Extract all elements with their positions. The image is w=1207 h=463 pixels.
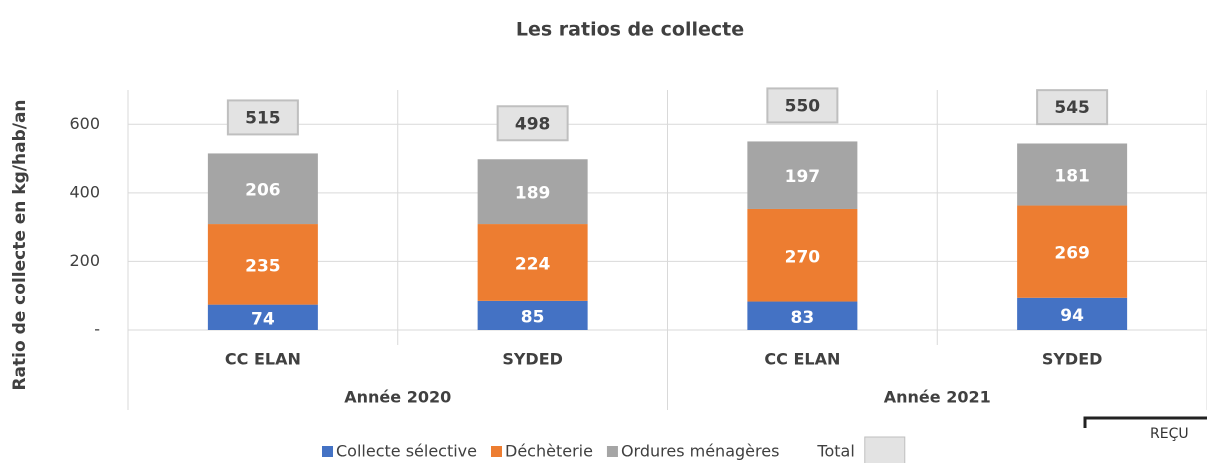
stamp: REÇU [1083, 416, 1207, 442]
data-label: 270 [785, 247, 821, 267]
data-label: 269 [1054, 244, 1090, 264]
legend-swatch [864, 436, 906, 463]
bar-segment [747, 141, 858, 209]
legend-label: Déchèterie [505, 442, 593, 461]
data-label: 74 [251, 309, 275, 329]
stamp-text: REÇU [1150, 426, 1189, 442]
data-label: 189 [515, 184, 551, 204]
x-tick-label: CC ELAN [225, 350, 301, 369]
bar-segment [477, 300, 588, 330]
data-label: 181 [1054, 167, 1090, 187]
total-callout [496, 105, 569, 142]
bar-segment [477, 224, 588, 301]
y-tick-label: 200 [69, 251, 100, 270]
data-label: 235 [245, 256, 281, 276]
x-tick-label: CC ELAN [764, 350, 840, 369]
group-label: Année 2021 [884, 388, 991, 407]
total-label: 515 [245, 108, 281, 128]
legend-swatch [322, 446, 333, 457]
x-tick-label: SYDED [502, 350, 563, 369]
bar-segment [477, 159, 588, 225]
stamp-frame [1083, 416, 1207, 428]
legend-label: Collecte sélective [336, 442, 477, 461]
bar-segment [1017, 143, 1128, 206]
data-label: 206 [245, 181, 281, 201]
bar-segment [747, 301, 858, 330]
y-axis-title: Ratio de collecte en kg/hab/an [10, 99, 30, 390]
total-callout [766, 87, 839, 124]
bar-segment [207, 304, 318, 330]
y-tick-label: - [94, 320, 100, 339]
legend-label: Total [816, 442, 854, 461]
bar-segment [207, 153, 318, 225]
total-callout [226, 99, 299, 136]
data-label: 83 [791, 308, 815, 328]
total-callout [1036, 89, 1109, 126]
legend-label: Ordures ménagères [621, 442, 779, 461]
data-label: 224 [515, 254, 551, 274]
bar-segment [207, 224, 318, 305]
total-label: 498 [515, 114, 551, 134]
total-label: 545 [1054, 98, 1090, 118]
y-tick-label: 400 [69, 182, 100, 201]
bar-segment [1017, 297, 1128, 330]
x-tick-label: SYDED [1042, 350, 1103, 369]
group-label: Année 2020 [344, 388, 451, 407]
legend-swatch [491, 446, 502, 457]
legend-swatch [606, 446, 618, 457]
bar-segment [1017, 205, 1128, 298]
data-label: 85 [521, 307, 545, 327]
y-tick-label: 600 [69, 114, 100, 133]
data-label: 197 [785, 167, 821, 187]
data-label: 94 [1060, 306, 1084, 326]
chart-title: Les ratios de collecte [516, 19, 744, 41]
bar-segment [747, 208, 858, 302]
total-label: 550 [785, 96, 821, 116]
